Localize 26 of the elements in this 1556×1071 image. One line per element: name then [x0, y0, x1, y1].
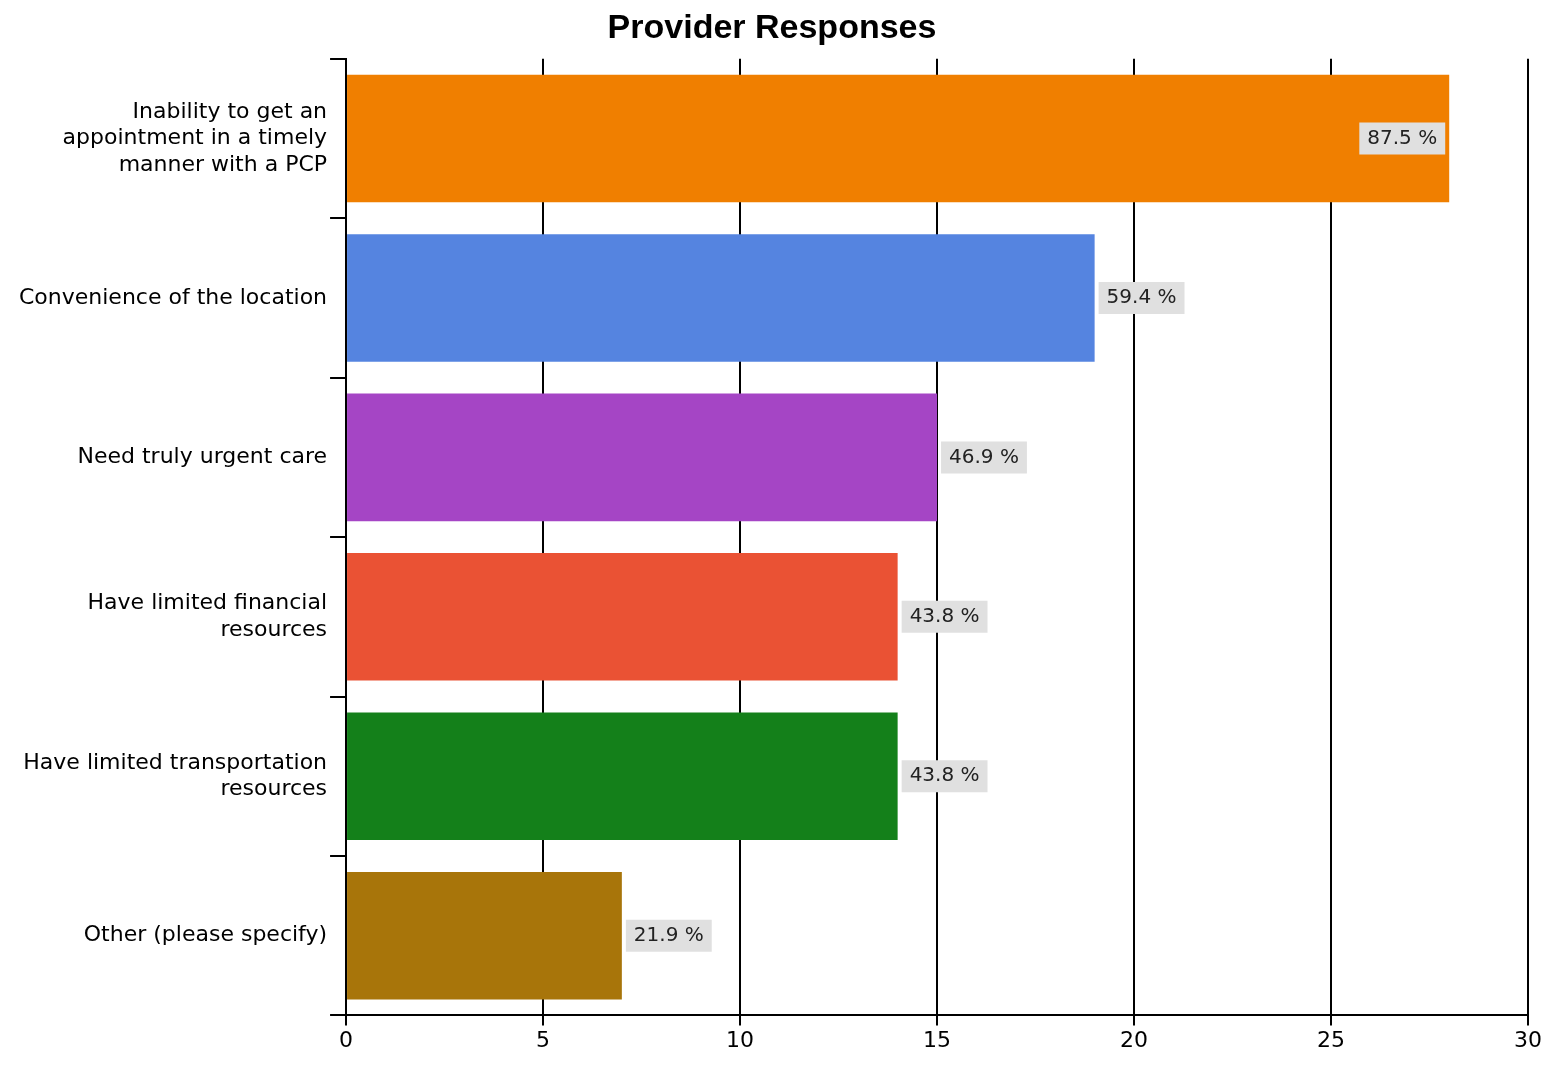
annotation: 43.8 % — [909, 603, 980, 628]
bar — [347, 871, 622, 1000]
x-tick-label: 30 — [1514, 1027, 1542, 1053]
annotation: 87.5 % — [1367, 124, 1438, 149]
x-tick-label: 20 — [1120, 1027, 1149, 1053]
chart-title: Provider Responses — [607, 6, 937, 45]
bar — [347, 712, 898, 841]
y-tick-label: Inability to get an appointment in a timely manner with a PCP — [62, 97, 328, 176]
y-tick-label: Have limited transportation resources — [23, 748, 328, 801]
bar — [347, 553, 898, 681]
y-tick-label: Have limited financial resources — [87, 589, 328, 641]
annotation: 21.9 % — [633, 921, 704, 946]
y-tick-label: Other (please specify) — [83, 921, 328, 947]
x-tick-label: 10 — [726, 1027, 755, 1053]
annotation: 46.9 % — [949, 443, 1019, 468]
annotation: 43.8 % — [909, 762, 980, 787]
bar — [347, 393, 938, 522]
x-tick-label: 5 — [536, 1027, 551, 1053]
bar — [347, 74, 1450, 203]
x-tick-label: 25 — [1317, 1027, 1346, 1053]
y-tick-label: Need truly urgent care — [77, 443, 328, 469]
x-tick-label: 0 — [339, 1027, 354, 1053]
x-tick-label: 15 — [923, 1027, 952, 1053]
annotation: 59.4 % — [1106, 284, 1177, 309]
y-tick-label: Convenience of the location — [18, 283, 328, 309]
bar — [347, 234, 1095, 362]
